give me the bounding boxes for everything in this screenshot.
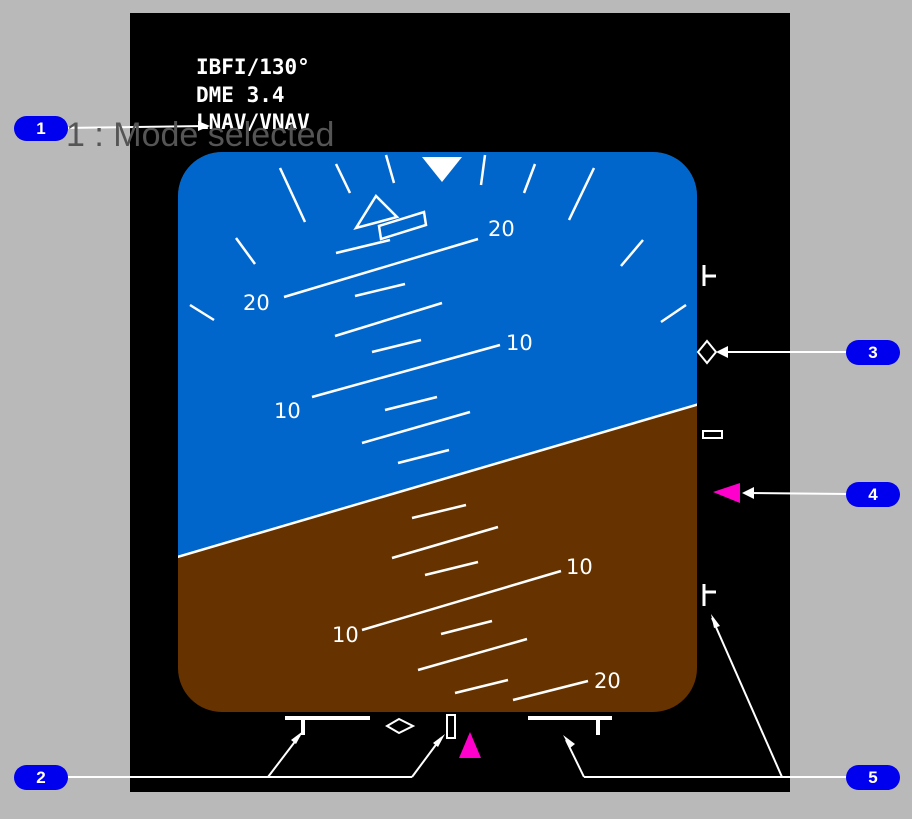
callout-number: 4 xyxy=(868,485,878,504)
callout-number: 1 xyxy=(36,119,45,138)
callout-number: 3 xyxy=(868,343,877,362)
pitch-tick xyxy=(335,238,391,255)
pitch-label-up10-right: 10 xyxy=(506,331,533,355)
info-line-3: LNAV/VNAV xyxy=(196,110,310,134)
pitch-tick xyxy=(440,619,493,636)
pitch-tick xyxy=(334,301,443,338)
callout-arrowheads xyxy=(198,121,754,748)
deviation-marker-icon xyxy=(702,430,723,439)
pitch-line-down10 xyxy=(361,569,562,632)
callout-number: 2 xyxy=(36,768,45,787)
callout-badge-1: 1 xyxy=(14,116,68,141)
callout-badge-5: 5 xyxy=(846,765,900,790)
pitch-line-down20 xyxy=(512,679,589,702)
bank-scale-icon xyxy=(189,154,687,324)
deviation-diamond-icon xyxy=(385,717,416,735)
pitch-tick xyxy=(411,503,467,520)
pitch-label-down10-left: 10 xyxy=(332,623,359,647)
pitch-tick xyxy=(361,410,471,445)
info-line-1: IBFI/130° xyxy=(196,55,310,79)
pitch-tick xyxy=(391,525,499,560)
sky-area xyxy=(178,152,697,565)
pitch-tick xyxy=(397,448,450,465)
pitch-label-up20-left: 20 xyxy=(243,291,270,315)
horizon-line xyxy=(178,393,697,567)
magenta-target-icon xyxy=(713,483,740,503)
deviation-marker-icon xyxy=(446,714,456,739)
roll-pointer-icon xyxy=(353,194,400,231)
pitch-label-down20-right: 20 xyxy=(594,669,621,693)
pitch-label-up10-left: 10 xyxy=(274,399,301,423)
pitch-tick xyxy=(417,637,528,672)
callout-badge-4: 4 xyxy=(846,482,900,507)
pitch-tick xyxy=(371,338,422,354)
magenta-target-icon xyxy=(459,732,481,758)
pitch-line-up20 xyxy=(283,237,479,299)
slip-indicator-icon xyxy=(377,210,428,241)
deviation-scale-limit-icon xyxy=(285,716,370,735)
pitch-tick xyxy=(354,282,406,298)
pitch-label-down10-right: 10 xyxy=(566,555,593,579)
deviation-scale-limit-icon xyxy=(702,584,716,606)
info-line-2: DME 3.4 xyxy=(196,83,285,107)
pitch-tick xyxy=(454,678,509,695)
pitch-ladder xyxy=(283,237,589,702)
attitude-indicator: 20 20 10 10 10 10 20 xyxy=(178,152,697,712)
overlay-caption: 1 : Mode selected xyxy=(66,116,334,154)
callout-number: 5 xyxy=(868,768,877,787)
pitch-label-up20-right: 20 xyxy=(488,217,515,241)
pitch-tick xyxy=(424,560,479,577)
pitch-tick xyxy=(384,395,438,412)
callout-badge-3: 3 xyxy=(846,340,900,365)
vertical-deviation-scale xyxy=(696,265,740,606)
deviation-diamond-icon xyxy=(696,339,718,365)
callout-leaders xyxy=(61,125,850,778)
pitch-line-up10 xyxy=(311,343,501,399)
deviation-scale-limit-icon xyxy=(702,265,716,286)
lateral-deviation-scale xyxy=(285,714,612,758)
sky-pointer-icon xyxy=(422,157,462,182)
callout-badge-2: 2 xyxy=(14,765,68,790)
deviation-scale-limit-icon xyxy=(528,716,612,735)
